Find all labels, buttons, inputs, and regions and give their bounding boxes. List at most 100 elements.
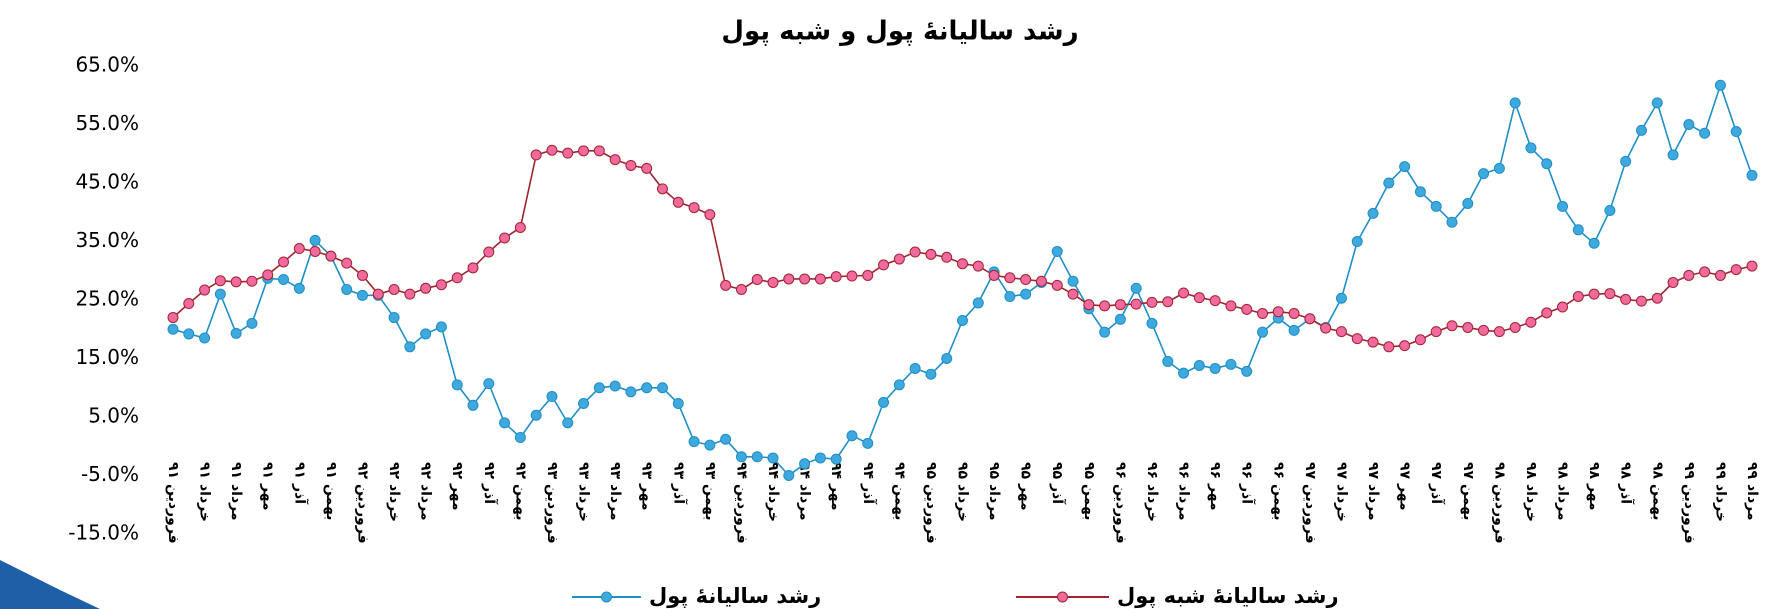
data-point — [1351, 333, 1363, 345]
data-point — [1478, 168, 1490, 180]
data-point — [878, 259, 890, 271]
x-tick-label: مهر ۹۱ — [260, 462, 276, 511]
data-point — [1114, 299, 1126, 311]
x-tick-label: فروردین ۹۱ — [165, 462, 181, 544]
x-tick-label: مهر ۹۷ — [1397, 462, 1413, 511]
legend-marker — [601, 591, 612, 603]
x-tick-label: آذر ۹۳ — [670, 462, 688, 505]
data-point — [972, 297, 984, 309]
data-point — [625, 159, 637, 171]
x-tick-label: فروردین ۹۵ — [923, 462, 939, 544]
y-tick-label: 15.0% — [75, 345, 139, 369]
data-point — [1699, 127, 1711, 139]
x-tick-label: مهر ۹۲ — [449, 462, 465, 511]
data-point — [1399, 340, 1411, 352]
legend-marker — [1057, 591, 1068, 603]
data-point — [957, 258, 968, 270]
x-tick-label: فروردین ۹۳ — [544, 462, 560, 544]
data-point — [1162, 296, 1174, 308]
data-point — [356, 269, 368, 281]
data-point — [1193, 360, 1205, 372]
data-point — [1146, 296, 1158, 308]
data-point — [641, 162, 653, 174]
data-point — [972, 260, 984, 272]
data-point — [1557, 301, 1569, 313]
data-point — [1193, 292, 1205, 304]
data-point — [1683, 269, 1695, 281]
data-point — [183, 298, 195, 310]
data-point — [1541, 307, 1553, 319]
data-point — [704, 209, 716, 221]
data-point — [293, 243, 305, 255]
x-tick-label: مرداد ۹۷ — [1365, 462, 1381, 521]
data-point — [1225, 300, 1237, 312]
data-point — [1130, 282, 1142, 294]
x-tick-label: بهمن ۹۵ — [1081, 462, 1097, 520]
x-tick-label: فروردین ۹۲ — [354, 462, 370, 544]
data-point — [846, 430, 858, 442]
data-point — [435, 279, 447, 291]
data-point — [1746, 260, 1758, 272]
data-point — [1525, 316, 1537, 328]
x-tick-label: آذر ۹۴ — [860, 462, 878, 505]
data-point — [1572, 224, 1584, 236]
data-point — [1478, 324, 1490, 336]
data-point — [735, 451, 747, 463]
y-tick-label: 65.0% — [75, 53, 139, 77]
x-tick-label: بهمن ۹۴ — [891, 462, 907, 520]
y-tick-label: 5.0% — [88, 404, 139, 428]
data-point — [1651, 292, 1663, 304]
data-point — [1399, 161, 1411, 173]
x-tick-label: آذر ۹۷ — [1428, 462, 1446, 505]
data-point — [1446, 216, 1458, 228]
data-point — [1320, 322, 1332, 334]
data-point — [1083, 299, 1095, 311]
data-point — [1446, 320, 1458, 332]
data-point — [1730, 126, 1742, 138]
x-tick-label: فروردین ۹۴ — [733, 462, 749, 544]
x-tick-label: خرداد ۹۲ — [386, 462, 402, 522]
data-point — [1541, 158, 1553, 170]
data-point — [1225, 358, 1237, 370]
data-point — [1241, 303, 1253, 315]
x-tick-label: آذر ۹۱ — [291, 462, 309, 505]
x-tick-label: مرداد ۹۸ — [1555, 462, 1571, 521]
x-tick-label: خرداد ۹۱ — [197, 462, 213, 522]
data-point — [467, 399, 479, 411]
data-point — [1414, 186, 1426, 198]
data-point — [988, 269, 1000, 281]
data-point — [1114, 313, 1126, 325]
data-point — [1272, 306, 1284, 318]
data-point — [1257, 326, 1269, 338]
data-point — [830, 453, 842, 465]
data-point — [451, 272, 463, 284]
data-point — [1635, 295, 1647, 307]
x-tick-label: بهمن ۹۱ — [323, 462, 339, 520]
data-point — [578, 398, 590, 410]
data-point — [593, 145, 605, 157]
data-point — [1288, 307, 1300, 319]
data-point — [278, 274, 290, 286]
data-point — [878, 396, 890, 408]
data-point — [1367, 207, 1379, 219]
data-point — [751, 274, 763, 286]
data-point — [1714, 269, 1726, 281]
data-point — [1020, 288, 1032, 300]
x-tick-label: آذر ۹۲ — [481, 462, 499, 505]
x-tick-label: مرداد ۹۵ — [986, 462, 1002, 521]
x-tick-label: فروردین ۹۸ — [1491, 462, 1507, 544]
data-point — [1209, 295, 1221, 307]
x-tick-label: مهر ۹۸ — [1586, 462, 1602, 511]
data-point — [720, 279, 732, 291]
data-point — [893, 379, 905, 391]
data-point — [514, 431, 526, 443]
data-point — [1162, 355, 1174, 367]
data-point — [278, 256, 290, 268]
data-point — [1304, 313, 1316, 325]
data-point — [388, 283, 400, 295]
data-point — [1635, 124, 1647, 136]
data-point — [688, 202, 700, 214]
data-point — [1335, 326, 1347, 338]
